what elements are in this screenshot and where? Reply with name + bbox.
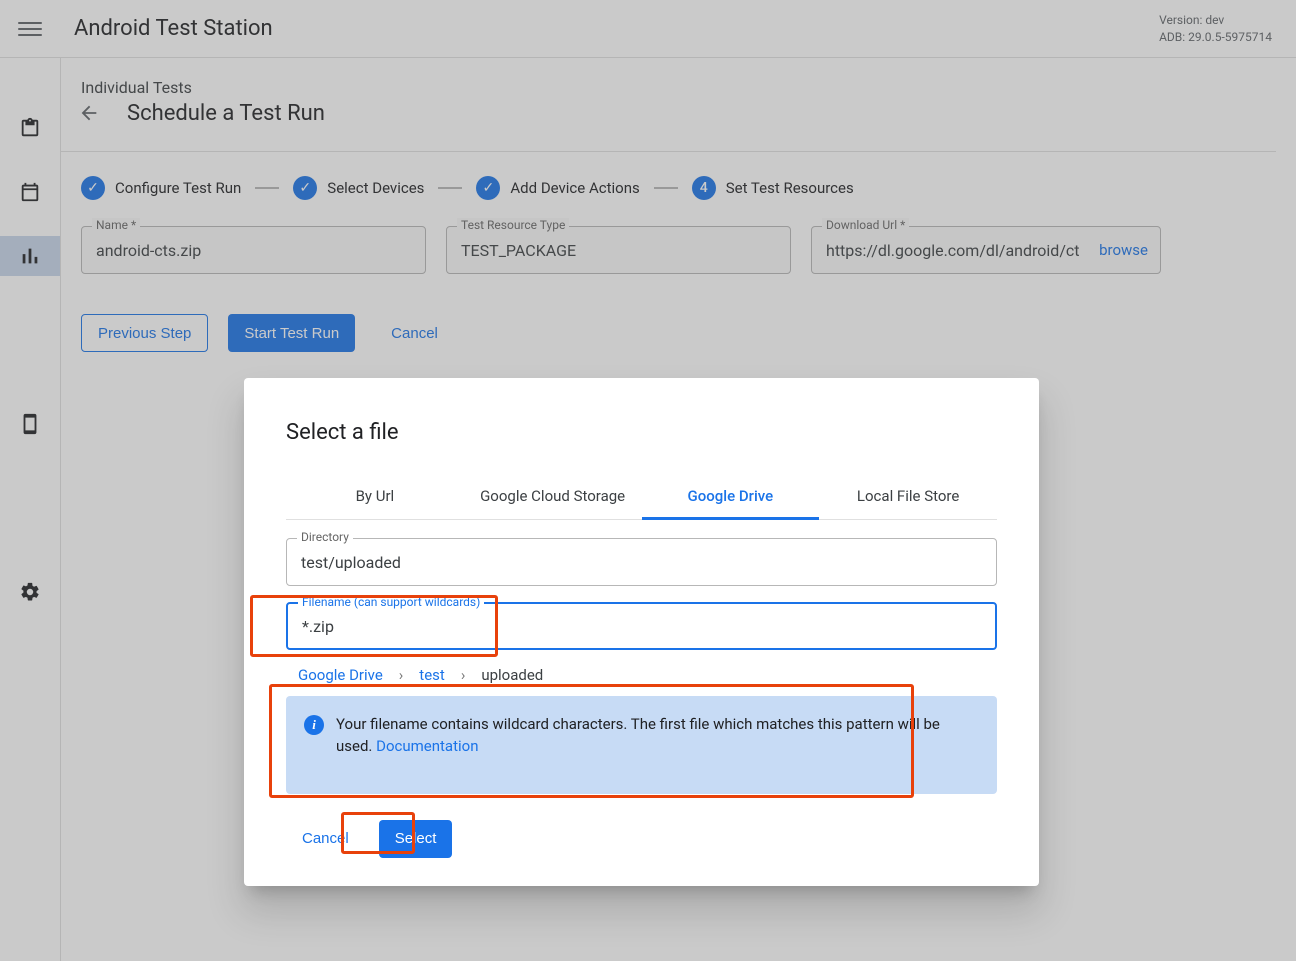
filename-value: *.zip xyxy=(302,617,334,636)
filename-field[interactable]: Filename (can support wildcards) *.zip xyxy=(286,602,997,650)
breadcrumb-item[interactable]: test xyxy=(419,666,445,684)
chevron-right-icon: › xyxy=(399,666,404,684)
chevron-right-icon: › xyxy=(461,666,466,684)
tab-google-cloud-storage[interactable]: Google Cloud Storage xyxy=(464,475,642,519)
tab-by-url[interactable]: By Url xyxy=(286,475,464,519)
documentation-link[interactable]: Documentation xyxy=(376,737,478,755)
tab-google-drive[interactable]: Google Drive xyxy=(642,475,820,520)
breadcrumb-item-current: uploaded xyxy=(481,666,543,684)
select-file-dialog: Select a file By Url Google Cloud Storag… xyxy=(244,378,1039,886)
tab-local-file-store[interactable]: Local File Store xyxy=(819,475,997,519)
directory-label: Directory xyxy=(297,530,353,544)
directory-value: test/uploaded xyxy=(301,553,401,572)
info-icon: i xyxy=(304,715,324,735)
dialog-select-button[interactable]: Select xyxy=(379,820,453,858)
dialog-cancel-button[interactable]: Cancel xyxy=(286,820,365,858)
path-breadcrumb: Google Drive › test › uploaded xyxy=(298,666,997,684)
filename-label: Filename (can support wildcards) xyxy=(298,595,484,609)
dialog-title: Select a file xyxy=(286,420,997,445)
info-text-container: Your filename contains wildcard characte… xyxy=(336,714,979,758)
dialog-actions: Cancel Select xyxy=(286,820,997,858)
source-tabs: By Url Google Cloud Storage Google Drive… xyxy=(286,475,997,520)
wildcard-info-box: i Your filename contains wildcard charac… xyxy=(286,696,997,794)
breadcrumb-item-root[interactable]: Google Drive xyxy=(298,666,383,684)
directory-field[interactable]: Directory test/uploaded xyxy=(286,538,997,586)
